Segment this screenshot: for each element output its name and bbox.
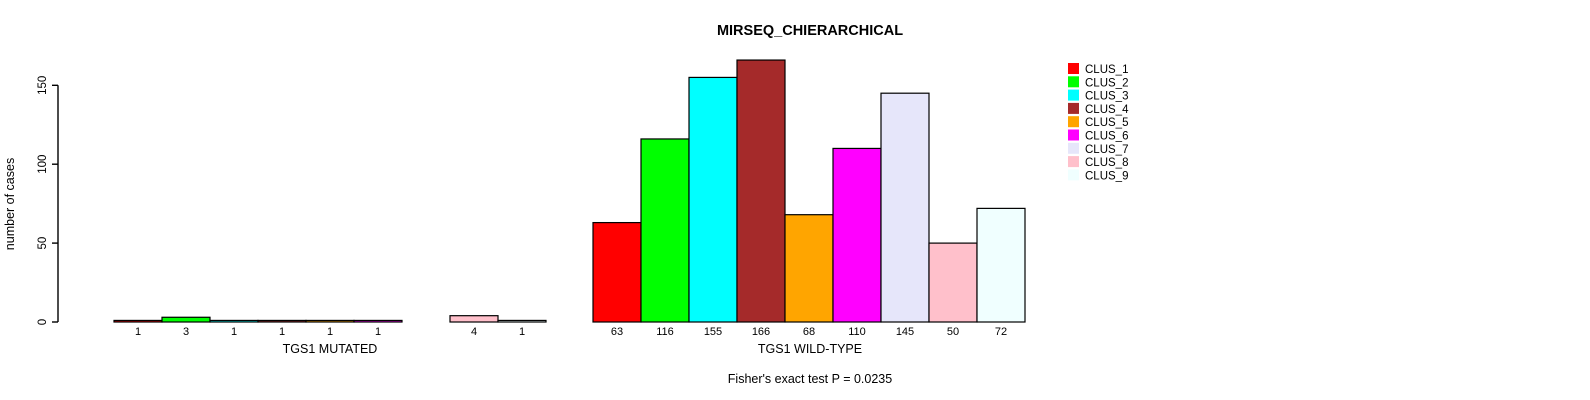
legend-swatch [1068,169,1079,181]
bar-clus_9 [497,319,547,323]
chart-title: MIRSEQ_CHIERARCHICAL [717,23,903,39]
bar-value-label: 63 [611,326,623,338]
bar-clus_4 [257,319,307,323]
legend-swatch [1068,116,1079,128]
bar-value-label: 116 [656,326,674,338]
legend-item-clus_3: CLUS_3 [1068,89,1128,103]
bar-clus_7 [880,92,930,323]
legend-swatch [1068,129,1079,141]
bar-value-label: 68 [803,326,815,338]
bar-clus_2 [640,138,690,323]
legend-label: CLUS_3 [1085,91,1128,103]
legend-swatch [1068,89,1079,101]
legend-label: CLUS_8 [1085,157,1128,169]
bar-group-wildtype: 63 116 155 166 68 110 145 50 72 [592,59,1026,338]
group-label-mutated: TGS1 MUTATED [283,342,378,356]
bar-groups: 1 3 1 1 1 1 4 1 63 116 155 166 68 110 145 50 72 [113,59,1026,338]
bar-value-label: 1 [327,326,333,338]
bar-clus_1 [592,221,642,323]
legend-label: CLUS_1 [1085,64,1128,76]
legend-swatch [1068,156,1079,168]
bar-clus_8 [928,242,978,323]
legend-item-clus_9: CLUS_9 [1068,169,1128,182]
legend-label: CLUS_4 [1085,104,1129,116]
legend-item-clus_7: CLUS_7 [1068,142,1128,156]
bar-value-label: 1 [279,326,285,338]
y-axis: 0 50 100 150 [37,76,59,325]
bar-value-label: 4 [471,326,477,338]
bar-value-label: 110 [848,326,866,338]
y-tick-label: 0 [37,319,49,325]
bar-clus_6 [353,319,403,323]
legend-label: CLUS_5 [1085,117,1128,129]
legend-label: CLUS_6 [1085,131,1128,143]
fisher-test-note: Fisher's exact test P = 0.0235 [728,372,892,386]
bar-value-label: 1 [519,326,525,338]
y-tick-label: 50 [37,237,49,250]
bar-group-mutated: 1 3 1 1 1 1 4 1 [113,315,547,338]
bar-value-label: 145 [896,326,914,338]
legend-label: CLUS_2 [1085,77,1128,89]
legend-swatch [1068,142,1079,154]
bar-clus_5 [305,319,355,323]
legend-item-clus_8: CLUS_8 [1068,156,1128,169]
bar-value-label: 72 [995,326,1007,338]
legend-item-clus_5: CLUS_5 [1068,116,1128,129]
legend-swatch [1068,63,1079,74]
bar-clus_2 [161,316,211,323]
y-tick-label: 150 [37,76,49,95]
group-label-wildtype: TGS1 WILD-TYPE [758,342,862,356]
bar-clus_6 [832,147,882,323]
bar-value-label: 155 [704,326,722,338]
bar-clus_8 [449,315,499,323]
bar-clus_1 [113,319,163,323]
bar-clus_9 [976,207,1026,323]
bar-value-label: 1 [375,326,381,338]
legend-item-clus_6: CLUS_6 [1068,129,1128,143]
bar-clus_3 [209,319,259,323]
bar-clus_3 [688,76,738,323]
legend-swatch [1068,76,1079,88]
legend: CLUS_1CLUS_2CLUS_3CLUS_4CLUS_5CLUS_6CLUS… [1068,63,1129,182]
bar-value-label: 1 [231,326,237,338]
bar-value-label: 3 [183,326,189,338]
bar-value-label: 166 [752,326,770,338]
bar-clus_4 [736,59,786,323]
legend-label: CLUS_7 [1085,144,1128,156]
y-axis-label: number of cases [3,158,17,250]
bar-value-label: 1 [135,326,141,338]
legend-swatch [1068,102,1079,114]
legend-label: CLUS_9 [1085,170,1128,182]
bar-value-label: 50 [947,326,959,338]
legend-item-clus_2: CLUS_2 [1068,76,1128,89]
legend-item-clus_4: CLUS_4 [1068,102,1129,116]
y-tick-label: 100 [37,155,49,174]
bar-clus_5 [784,214,834,323]
legend-item-clus_1: CLUS_1 [1068,63,1128,76]
